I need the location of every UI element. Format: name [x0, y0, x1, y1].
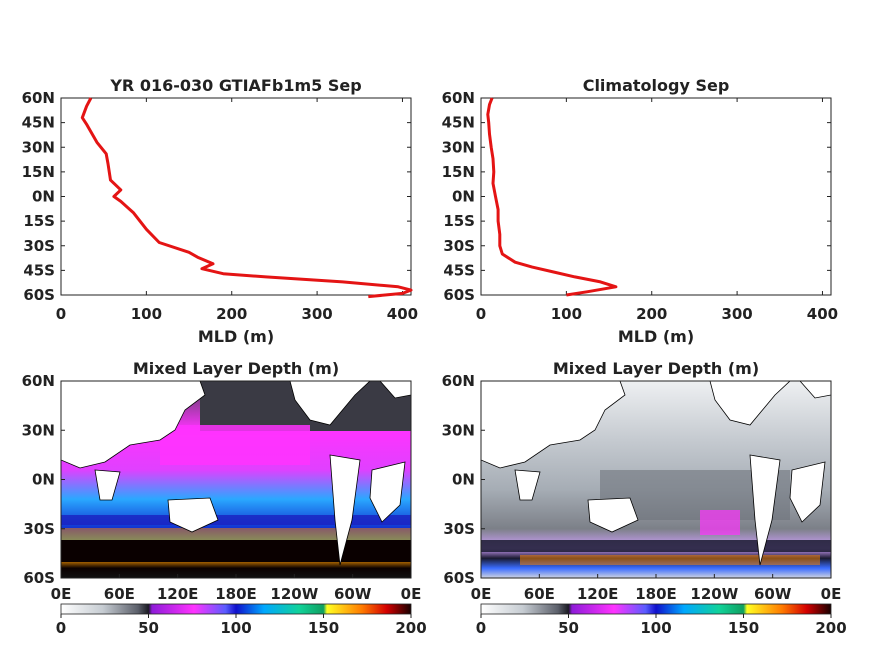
y-tick-label: 15S	[23, 212, 55, 230]
x-tick-label: 60E	[104, 585, 135, 603]
x-tick-label: 300	[721, 305, 752, 323]
y-tick-label: 30S	[443, 520, 475, 538]
y-tick-label: 0N	[32, 188, 55, 206]
mld-map-image	[481, 381, 831, 578]
y-tick-label: 30S	[23, 237, 55, 255]
y-tick-label: 30N	[22, 138, 55, 156]
colorbar	[60, 603, 412, 615]
y-tick-label: 60S	[23, 286, 55, 304]
y-tick-label: 15N	[442, 163, 475, 181]
panel-title: YR 016-030 GTIAFb1m5 Sep	[109, 76, 361, 95]
y-tick-label: 60N	[22, 89, 55, 107]
colorbar-ticks: 0 50 100 150 200	[56, 614, 427, 637]
colorbar-tick-label: 50	[558, 619, 579, 637]
x-tick-label: 100	[131, 305, 162, 323]
panel-model-profile: YR 016-030 GTIAFb1m5 Sep 60N 45N 30N 15N 0N 1…	[22, 76, 419, 346]
x-tick-label: 0	[476, 305, 486, 323]
y-tick-label: 15S	[443, 212, 475, 230]
x-tick-label: 0E	[471, 585, 492, 603]
x-tick-label: 400	[387, 305, 418, 323]
y-tick-label: 60N	[22, 372, 55, 390]
mld-profile-line	[80, 97, 413, 299]
x-tick-label: 120W	[270, 585, 318, 603]
x-tick-label: 200	[636, 305, 667, 323]
colorbar-tick-label: 50	[138, 619, 159, 637]
y-tick-label: 45S	[443, 261, 475, 279]
x-tick-label: 180E	[635, 585, 677, 603]
y-tick-label: 0N	[452, 471, 475, 489]
colorbar-tick-label: 200	[815, 619, 846, 637]
y-tick-label: 30N	[442, 138, 475, 156]
colorbar-tick-label: 100	[220, 619, 251, 637]
x-tick-label: 120W	[690, 585, 738, 603]
x-tick-label: 0E	[821, 585, 842, 603]
y-tick-label: 60S	[443, 569, 475, 587]
x-tick-label: 0E	[401, 585, 422, 603]
x-tick-label: 120E	[157, 585, 199, 603]
x-tick-label: 180E	[215, 585, 257, 603]
x-tick-label: 300	[301, 305, 332, 323]
colorbar-tick-label: 0	[476, 619, 486, 637]
colorbar-tick-label: 150	[728, 619, 759, 637]
x-axis-label: MLD (m)	[618, 327, 694, 346]
plot-frame	[480, 97, 832, 296]
colorbar-tick-label: 150	[308, 619, 339, 637]
panel-title: Mixed Layer Depth (m)	[553, 359, 759, 378]
y-tick-label: 15N	[22, 163, 55, 181]
x-tick-label: 120E	[577, 585, 619, 603]
y-tick-label: 60S	[23, 569, 55, 587]
panel-title: Mixed Layer Depth (m)	[133, 359, 339, 378]
y-tick-label: 60N	[442, 89, 475, 107]
x-tick-label: 400	[807, 305, 838, 323]
y-tick-label: 30N	[22, 421, 55, 439]
x-tick-label: 0	[56, 305, 66, 323]
x-tick-label: 100	[551, 305, 582, 323]
colorbar-ticks: 0 50 100 150 200	[476, 614, 847, 637]
y-tick-label: 0N	[452, 188, 475, 206]
mld-map-image	[61, 381, 411, 578]
colorbar-tick-label: 100	[640, 619, 671, 637]
y-tick-label: 30N	[442, 421, 475, 439]
y-tick-label: 60S	[443, 286, 475, 304]
y-tick-label: 60N	[442, 372, 475, 390]
x-tick-label: 60W	[334, 585, 372, 603]
y-tick-label: 45N	[442, 114, 475, 132]
x-tick-label: 60W	[754, 585, 792, 603]
x-tick-label: 200	[216, 305, 247, 323]
y-tick-label: 30S	[443, 237, 475, 255]
x-tick-label: 60E	[524, 585, 555, 603]
colorbar	[480, 603, 832, 615]
colorbar-tick-label: 200	[395, 619, 426, 637]
x-axis-label: MLD (m)	[198, 327, 274, 346]
x-tick-label: 0E	[51, 585, 72, 603]
y-tick-label: 30S	[23, 520, 55, 538]
y-tick-label: 45N	[22, 114, 55, 132]
y-tick-label: 0N	[32, 471, 55, 489]
panel-climatology-profile: Climatology Sep 60N45N30N15N0N15S30S45S6…	[442, 76, 839, 346]
colorbar-tick-label: 0	[56, 619, 66, 637]
mld-profile-line	[486, 97, 618, 297]
panel-title: Climatology Sep	[583, 76, 730, 95]
y-tick-label: 45S	[23, 261, 55, 279]
